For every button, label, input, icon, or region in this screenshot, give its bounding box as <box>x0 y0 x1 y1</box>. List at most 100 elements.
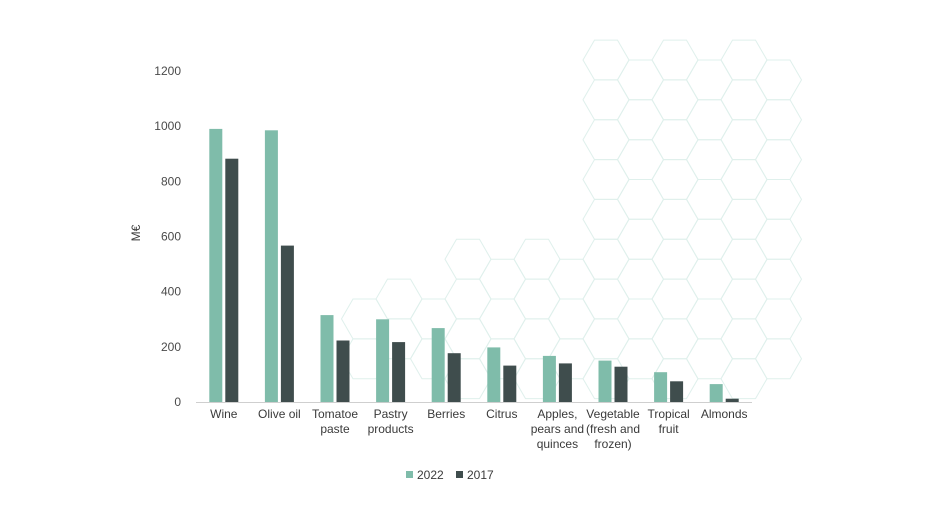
bar-2022-3 <box>376 319 390 403</box>
hexagon-12 <box>478 338 527 380</box>
hexagon-17 <box>547 258 596 300</box>
hexagon-30 <box>616 99 665 141</box>
bars-group <box>209 128 739 403</box>
bar-2022-4 <box>431 328 445 402</box>
hexagon-52 <box>685 298 734 340</box>
legend-label-2022: 2022 <box>417 468 444 482</box>
bar-2017-4 <box>447 353 461 402</box>
y-tick-label-6: 1200 <box>154 64 181 78</box>
hexagon-50 <box>685 218 734 260</box>
bar-2017-0 <box>225 158 239 402</box>
hexagon-25 <box>582 238 630 280</box>
category-label-7: Vegetable (fresh and frozen) <box>586 407 640 451</box>
bar-2017-5 <box>503 365 517 402</box>
bar-2017-3 <box>392 342 406 402</box>
bar-2017-7 <box>614 366 628 402</box>
hexagon-37 <box>651 39 699 81</box>
hexagon-59 <box>720 238 768 280</box>
bar-2017-6 <box>558 363 572 402</box>
hexagon-44 <box>651 318 699 360</box>
hexagon-6 <box>444 238 492 280</box>
hexagon-69 <box>754 298 803 340</box>
bar-2022-9 <box>709 384 723 402</box>
hexagon-10 <box>478 258 527 300</box>
hexagon-57 <box>720 159 768 200</box>
hexagon-49 <box>685 179 734 220</box>
hexagon-46 <box>685 59 734 101</box>
hexagon-66 <box>754 179 803 220</box>
hexagon-34 <box>616 258 665 300</box>
hexagon-8 <box>444 318 492 360</box>
hexagon-63 <box>754 59 803 101</box>
hexagon-32 <box>616 179 665 220</box>
y-tick-label-1: 200 <box>161 340 181 354</box>
hexagon-47 <box>685 99 734 141</box>
bar-2017-1 <box>280 245 294 402</box>
hexagon-55 <box>720 79 768 121</box>
bar-2022-8 <box>654 372 668 402</box>
bar-2017-9 <box>725 398 739 402</box>
hexagon-40 <box>651 159 699 200</box>
hexagon-70 <box>754 338 803 380</box>
hexagon-14 <box>513 278 561 320</box>
y-axis-title: M€ <box>129 224 143 241</box>
hexagon-11 <box>478 298 527 340</box>
bar-2022-2 <box>320 315 334 402</box>
y-tick-label-2: 400 <box>161 285 181 299</box>
legend-label-2017: 2017 <box>467 468 494 482</box>
hexagon-2 <box>375 278 423 320</box>
legend-swatch-2017 <box>456 471 463 478</box>
bar-2022-7 <box>598 360 612 402</box>
y-tick-label-0: 0 <box>174 395 181 409</box>
category-label-2: Tomatoe paste <box>312 407 358 436</box>
hexagon-58 <box>720 198 768 240</box>
hexagon-67 <box>754 218 803 260</box>
category-label-4: Berries <box>427 407 465 421</box>
hexagon-23 <box>582 159 630 200</box>
hexagon-51 <box>685 258 734 300</box>
y-tick-label-3: 600 <box>161 230 181 244</box>
category-label-0: Wine <box>210 407 238 421</box>
bar-2017-8 <box>670 381 684 402</box>
hexagon-15 <box>513 318 561 360</box>
y-tick-label-4: 800 <box>161 174 181 188</box>
category-label-3: Pastry products <box>368 407 414 436</box>
hexagon-62 <box>720 358 768 400</box>
bar-2017-2 <box>336 340 350 402</box>
legend-swatch-2022 <box>406 471 413 478</box>
bar-2022-1 <box>264 130 278 403</box>
hexagon-54 <box>720 39 768 81</box>
category-label-9: Almonds <box>701 407 748 421</box>
hexagon-38 <box>651 79 699 121</box>
hexagon-42 <box>651 238 699 280</box>
hexagon-29 <box>616 59 665 101</box>
hexagon-26 <box>582 278 630 320</box>
hexagon-background-pattern <box>340 39 803 400</box>
hexagon-60 <box>720 278 768 320</box>
hexagon-48 <box>685 139 734 180</box>
hexagon-53 <box>685 338 734 380</box>
hexagon-64 <box>754 99 803 141</box>
hexagon-20 <box>582 39 630 81</box>
hexagon-41 <box>651 198 699 240</box>
hexagon-22 <box>582 119 630 161</box>
category-label-8: Tropical fruit <box>647 407 689 436</box>
hexagon-39 <box>651 119 699 161</box>
legend: 2022 2017 <box>406 468 494 482</box>
bar-2022-6 <box>542 355 556 402</box>
hexagon-65 <box>754 139 803 180</box>
category-label-5: Citrus <box>486 407 517 421</box>
hexagon-7 <box>444 278 492 320</box>
hexagon-43 <box>651 278 699 320</box>
hexagon-68 <box>754 258 803 300</box>
y-tick-label-5: 1000 <box>154 119 181 133</box>
hexagon-61 <box>720 318 768 360</box>
category-label-1: Olive oil <box>258 407 301 421</box>
category-labels: Wine Olive oil Tomatoe paste Pastry products B… <box>210 407 747 451</box>
hexagon-33 <box>616 218 665 260</box>
hexagon-24 <box>582 198 630 240</box>
hexagon-31 <box>616 139 665 180</box>
bar-2022-0 <box>209 128 223 402</box>
bar-2022-5 <box>487 347 501 402</box>
